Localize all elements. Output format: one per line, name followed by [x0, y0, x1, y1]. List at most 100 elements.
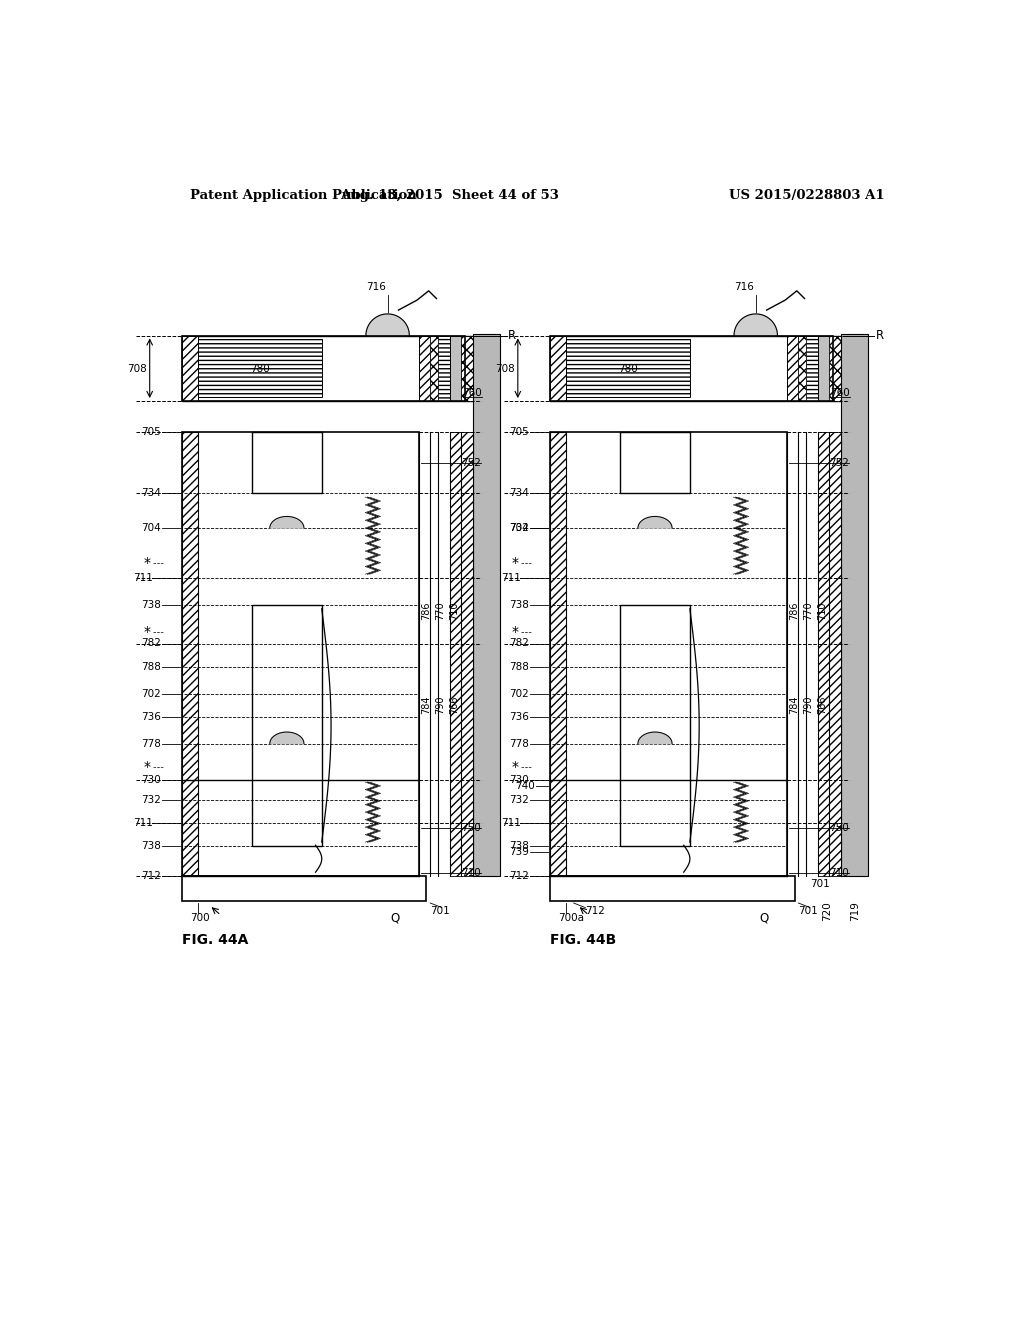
Text: 700a: 700a	[558, 913, 584, 924]
Text: 760: 760	[463, 388, 482, 399]
Text: 720: 720	[821, 900, 831, 920]
Bar	[806, 335, 818, 401]
Text: 705: 705	[141, 426, 161, 437]
Bar	[252, 605, 322, 846]
Bar	[566, 432, 621, 876]
Text: 700: 700	[190, 913, 210, 924]
Bar	[818, 432, 829, 876]
Text: 711: 711	[501, 818, 521, 828]
Bar	[552, 878, 793, 900]
Text: 712: 712	[140, 871, 161, 880]
Text: 701: 701	[798, 906, 818, 916]
Text: 708: 708	[127, 363, 147, 374]
Text: 784: 784	[788, 696, 799, 714]
Bar	[550, 432, 786, 876]
Text: 734: 734	[509, 488, 528, 499]
Bar	[182, 335, 465, 401]
Text: 750: 750	[829, 824, 849, 833]
Text: 786: 786	[788, 602, 799, 620]
Bar	[461, 335, 473, 401]
Bar	[621, 605, 690, 846]
Bar	[829, 335, 841, 401]
Text: 736: 736	[140, 711, 161, 722]
Text: 778: 778	[140, 739, 161, 748]
Text: 740: 740	[515, 781, 535, 791]
Bar	[786, 335, 799, 401]
Text: Aug. 13, 2015  Sheet 44 of 53: Aug. 13, 2015 Sheet 44 of 53	[340, 189, 559, 202]
Bar	[198, 339, 260, 397]
Text: 704: 704	[509, 523, 528, 533]
Bar	[829, 432, 841, 876]
Bar	[621, 432, 690, 494]
Text: 739: 739	[509, 847, 528, 857]
Polygon shape	[734, 314, 777, 335]
Polygon shape	[270, 516, 304, 528]
Text: FIG. 44B: FIG. 44B	[550, 933, 616, 946]
Text: 786: 786	[421, 602, 431, 620]
Bar	[182, 335, 473, 401]
Text: 702: 702	[141, 689, 161, 698]
Text: 790: 790	[803, 696, 813, 714]
Text: 752: 752	[461, 458, 480, 467]
Bar	[818, 335, 829, 401]
Text: 784: 784	[421, 696, 431, 714]
Text: 712: 712	[586, 906, 605, 916]
Text: US 2015/0228803 A1: US 2015/0228803 A1	[729, 189, 885, 202]
Text: 732: 732	[509, 523, 528, 533]
Bar	[198, 432, 252, 876]
Text: *: *	[144, 760, 151, 774]
Text: 782: 782	[140, 639, 161, 648]
Bar	[841, 334, 868, 876]
Text: FIG. 44A: FIG. 44A	[182, 933, 249, 946]
Bar	[182, 335, 198, 401]
Text: Q: Q	[759, 912, 768, 925]
Text: 708: 708	[496, 363, 515, 374]
Text: 710: 710	[817, 602, 827, 620]
Text: 702: 702	[509, 689, 528, 698]
Bar	[550, 335, 834, 401]
Text: 716: 716	[734, 282, 754, 292]
Bar	[182, 432, 198, 876]
Bar	[198, 339, 322, 397]
Text: 730: 730	[141, 775, 161, 785]
Bar	[550, 876, 795, 902]
Bar	[550, 335, 566, 401]
Text: 738: 738	[509, 841, 528, 851]
Text: 738: 738	[509, 601, 528, 610]
Text: 705: 705	[509, 426, 528, 437]
Bar	[550, 432, 786, 876]
Text: 788: 788	[509, 661, 528, 672]
Text: 738: 738	[140, 841, 161, 851]
Text: 738: 738	[140, 601, 161, 610]
Text: 711: 711	[133, 573, 153, 583]
Text: 711: 711	[501, 573, 521, 583]
Text: 752: 752	[828, 458, 849, 467]
Bar	[419, 335, 430, 401]
Text: 732: 732	[509, 795, 528, 805]
Polygon shape	[366, 314, 410, 335]
Text: Q: Q	[391, 912, 400, 925]
Bar	[182, 432, 419, 876]
Text: 766: 766	[450, 696, 459, 714]
Text: 712: 712	[509, 871, 528, 880]
Text: 701: 701	[430, 906, 450, 916]
Text: 770: 770	[435, 602, 445, 620]
Text: R: R	[508, 329, 516, 342]
Bar	[799, 335, 806, 401]
Text: *: *	[144, 556, 151, 570]
Text: 701: 701	[810, 879, 829, 888]
Text: 711: 711	[133, 818, 153, 828]
Bar	[450, 335, 461, 401]
Bar	[690, 432, 775, 876]
Text: 782: 782	[509, 639, 528, 648]
Bar	[566, 339, 628, 397]
Polygon shape	[638, 733, 672, 743]
Bar	[566, 339, 690, 397]
Polygon shape	[270, 733, 304, 743]
Bar	[430, 335, 438, 401]
Text: 710: 710	[450, 602, 459, 620]
Bar	[461, 432, 473, 876]
Text: 788: 788	[140, 661, 161, 672]
Text: *: *	[512, 556, 519, 570]
Bar	[182, 432, 419, 876]
